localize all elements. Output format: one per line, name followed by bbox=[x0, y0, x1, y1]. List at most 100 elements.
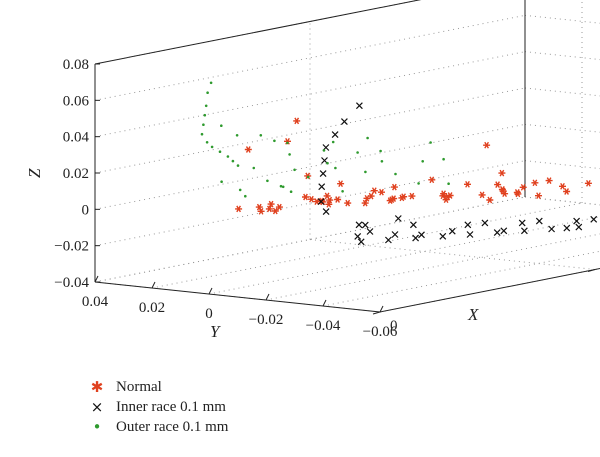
grid-line-y-floor bbox=[94, 196, 526, 283]
data-point-outer-race bbox=[238, 188, 242, 192]
legend: ✱ Normal × Inner race 0.1 mm • Outer rac… bbox=[90, 377, 229, 437]
y-tick-mark bbox=[265, 293, 270, 301]
data-point-inner-race bbox=[418, 231, 425, 239]
axes-box bbox=[94, 0, 600, 313]
data-point-outer-race bbox=[334, 166, 337, 170]
x-tick-label: 0 bbox=[390, 318, 398, 334]
grid-line-z-left bbox=[94, 51, 526, 138]
grid-line-y-floor bbox=[379, 268, 600, 313]
data-point-normal bbox=[378, 188, 385, 196]
z-tick-label: −0.04 bbox=[54, 275, 89, 291]
data-point-inner-race bbox=[590, 215, 598, 223]
data-point-inner-race bbox=[319, 170, 327, 178]
data-point-outer-race bbox=[226, 155, 230, 158]
data-point-outer-race bbox=[220, 180, 223, 183]
data-point-outer-race bbox=[220, 124, 223, 127]
data-point-inner-race bbox=[481, 219, 489, 227]
data-point-outer-race bbox=[210, 145, 214, 149]
data-point-outer-race bbox=[204, 104, 208, 108]
x-axis-line bbox=[379, 268, 600, 313]
data-point-normal bbox=[483, 141, 491, 149]
data-point-inner-race bbox=[573, 217, 581, 225]
data-point-normal bbox=[275, 203, 283, 211]
data-point-inner-race bbox=[548, 225, 556, 233]
data-point-normal bbox=[390, 195, 398, 202]
grid-line-z-back bbox=[524, 51, 600, 61]
data-point-normal bbox=[545, 177, 553, 184]
grid-line-z-back bbox=[524, 14, 600, 24]
z-tick-label: 0.02 bbox=[63, 166, 89, 182]
data-point-outer-race bbox=[429, 141, 432, 144]
data-point-outer-race bbox=[206, 91, 209, 94]
data-point-outer-race bbox=[218, 150, 222, 153]
legend-item-normal: ✱ Normal bbox=[90, 377, 228, 397]
grid-line-z-left bbox=[94, 87, 526, 174]
y-tick-mark bbox=[379, 305, 384, 313]
grid-line-y-floor bbox=[151, 202, 583, 289]
y-tick-label: −0.04 bbox=[306, 318, 341, 334]
data-point-outer-race bbox=[322, 149, 326, 152]
data-point-normal bbox=[271, 207, 279, 215]
data-point-normal bbox=[235, 205, 243, 213]
z-axis-label: Z bbox=[25, 168, 44, 178]
data-point-outer-race bbox=[209, 81, 213, 85]
data-point-inner-race bbox=[391, 231, 399, 238]
data-point-inner-race bbox=[500, 227, 508, 235]
data-point-normal bbox=[428, 176, 436, 184]
data-point-normal bbox=[442, 196, 450, 204]
data-point-normal bbox=[535, 192, 542, 200]
data-point-outer-race bbox=[281, 185, 285, 189]
data-point-outer-race bbox=[259, 134, 263, 137]
y-axis-line bbox=[94, 281, 381, 313]
data-point-outer-race bbox=[231, 159, 235, 163]
data-point-normal bbox=[344, 199, 352, 207]
data-point-inner-race bbox=[322, 208, 330, 216]
x-tick-mark bbox=[587, 269, 596, 272]
data-points bbox=[200, 81, 598, 246]
x-tick-mark bbox=[372, 311, 381, 315]
data-point-inner-race bbox=[317, 198, 325, 206]
data-point-outer-race bbox=[279, 184, 283, 188]
data-point-outer-race bbox=[205, 141, 209, 144]
data-point-inner-race bbox=[464, 221, 472, 229]
data-point-inner-race bbox=[331, 131, 339, 139]
dot-marker-icon: • bbox=[92, 418, 102, 436]
data-point-outer-race bbox=[326, 161, 329, 165]
data-point-outer-race bbox=[273, 139, 276, 143]
data-point-outer-race bbox=[331, 140, 335, 144]
data-point-inner-race bbox=[466, 231, 474, 238]
y-tick-mark bbox=[94, 275, 99, 283]
legend-label-normal: Normal bbox=[116, 378, 162, 395]
y-tick-label: −0.02 bbox=[249, 312, 284, 328]
box-edge-top-back bbox=[525, 0, 600, 9]
grid-layer bbox=[94, 0, 600, 313]
data-point-outer-race bbox=[288, 153, 291, 156]
data-point-normal bbox=[519, 183, 527, 191]
grid-line-x-floor bbox=[524, 196, 600, 206]
data-point-outer-race bbox=[289, 190, 293, 193]
data-point-outer-race bbox=[364, 170, 367, 174]
y-tick-mark bbox=[151, 281, 156, 289]
y-tick-label: 0.02 bbox=[139, 300, 165, 316]
data-point-normal bbox=[325, 200, 333, 208]
legend-label-outer-race: Outer race 0.1 mm bbox=[116, 418, 229, 435]
data-point-normal bbox=[408, 192, 416, 200]
data-point-inner-race bbox=[355, 102, 363, 110]
y-tick-label: −0.06 bbox=[363, 324, 398, 340]
data-point-normal bbox=[323, 192, 331, 200]
y-tick-label: 0.04 bbox=[82, 294, 109, 310]
data-point-inner-race bbox=[493, 229, 501, 237]
data-point-outer-race bbox=[252, 166, 256, 170]
data-point-normal bbox=[498, 169, 506, 177]
data-point-outer-race bbox=[417, 182, 420, 185]
data-point-outer-race bbox=[244, 194, 247, 198]
data-point-normal bbox=[370, 187, 378, 195]
data-point-normal bbox=[440, 190, 448, 198]
data-point-normal bbox=[513, 189, 521, 196]
z-tick-label: 0.06 bbox=[63, 93, 90, 109]
data-point-outer-race bbox=[379, 149, 382, 153]
data-point-normal bbox=[361, 199, 369, 207]
y-tick-mark bbox=[322, 299, 327, 307]
grid-line-z-left bbox=[94, 123, 526, 210]
y-axis-label: Y bbox=[210, 322, 221, 341]
